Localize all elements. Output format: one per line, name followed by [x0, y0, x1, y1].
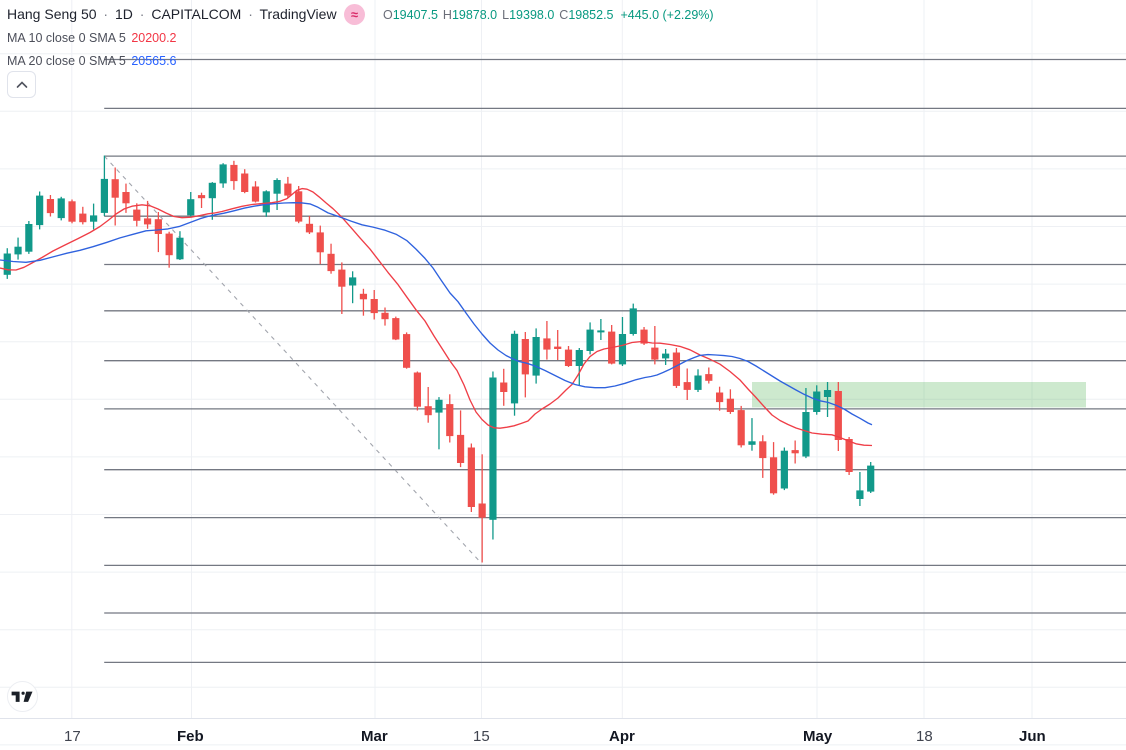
svg-text:≈: ≈ [351, 7, 358, 22]
